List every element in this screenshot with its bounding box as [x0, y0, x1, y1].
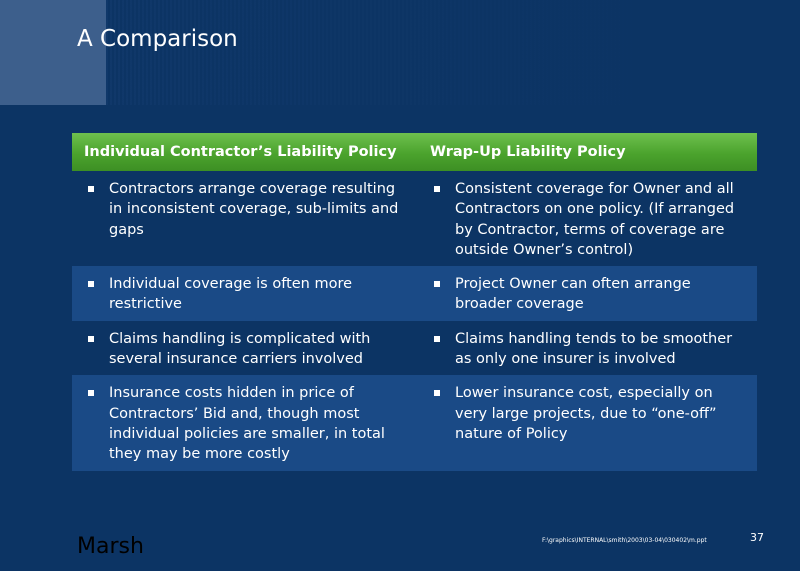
- column-header-wrap-up: Wrap-Up Liability Policy: [418, 133, 757, 171]
- table-row: Individual coverage is often more restri…: [72, 266, 757, 321]
- bullet-square-icon: [434, 186, 440, 192]
- bullet-square-icon: [88, 186, 94, 192]
- bullet-text: Claims handling is complicated with seve…: [109, 330, 371, 368]
- table-cell: Project Owner can often arrange broader …: [418, 266, 757, 321]
- bullet-item: Project Owner can often arrange broader …: [430, 274, 745, 315]
- bullet-item: Claims handling tends to be smoother as …: [430, 329, 745, 370]
- brand-logo-text: Marsh: [77, 534, 144, 559]
- bullet-text: Consistent coverage for Owner and all Co…: [455, 181, 735, 258]
- bullet-square-icon: [88, 281, 94, 288]
- column-header-individual: Individual Contractor’s Liability Policy: [72, 133, 418, 171]
- bullet-item: Claims handling is complicated with seve…: [84, 329, 406, 370]
- bullet-text: Claims handling tends to be smoother as …: [455, 330, 733, 368]
- slide-title: A Comparison: [77, 26, 238, 52]
- bullet-item: Individual coverage is often more restri…: [84, 274, 406, 315]
- bullet-square-icon: [434, 335, 440, 342]
- bullet-square-icon: [88, 335, 94, 342]
- table-row: Insurance costs hidden in price of Contr…: [72, 375, 757, 471]
- bullet-item: Contractors arrange coverage resulting i…: [84, 179, 406, 240]
- table-row: Contractors arrange coverage resulting i…: [72, 171, 757, 267]
- bullet-text: Contractors arrange coverage resulting i…: [109, 181, 399, 238]
- file-path-footer: F:\graphics\INTERNAL\smith\2003\03-04\03…: [542, 537, 707, 544]
- table-cell: Lower insurance cost, especially on very…: [418, 375, 757, 471]
- table-cell: Insurance costs hidden in price of Contr…: [72, 375, 418, 471]
- bullet-square-icon: [88, 390, 94, 397]
- table-row: Claims handling is complicated with seve…: [72, 320, 757, 376]
- table-cell: Contractors arrange coverage resulting i…: [72, 171, 418, 267]
- bullet-square-icon: [434, 390, 440, 397]
- bullet-text: Project Owner can often arrange broader …: [455, 276, 691, 313]
- bullet-square-icon: [434, 281, 440, 288]
- bullet-text: Insurance costs hidden in price of Contr…: [109, 385, 385, 463]
- table-cell: Consistent coverage for Owner and all Co…: [418, 171, 757, 267]
- table-cell: Claims handling tends to be smoother as …: [418, 320, 757, 376]
- bullet-item: Lower insurance cost, especially on very…: [430, 383, 745, 444]
- bullet-item: Consistent coverage for Owner and all Co…: [430, 179, 745, 260]
- comparison-table: Individual Contractor’s Liability Policy…: [72, 133, 757, 471]
- header-decoration-square: [0, 0, 106, 105]
- bullet-text: Individual coverage is often more restri…: [109, 276, 353, 313]
- bullet-text: Lower insurance cost, especially on very…: [455, 385, 717, 442]
- header-decoration-fade: [106, 0, 800, 105]
- table-cell: Claims handling is complicated with seve…: [72, 320, 418, 376]
- table-cell: Individual coverage is often more restri…: [72, 266, 418, 321]
- page-number: 37: [750, 531, 764, 544]
- bullet-item: Insurance costs hidden in price of Contr…: [84, 383, 406, 464]
- table-header-row: Individual Contractor’s Liability Policy…: [72, 133, 757, 171]
